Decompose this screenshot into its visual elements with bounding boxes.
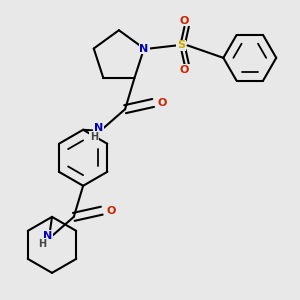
Text: H: H [90,132,98,142]
Text: O: O [106,206,116,216]
Text: N: N [43,230,52,241]
Text: O: O [158,98,167,108]
Text: O: O [180,65,189,75]
Text: O: O [180,16,189,26]
Text: N: N [140,44,149,53]
Text: S: S [177,40,185,50]
Text: N: N [94,123,103,133]
Text: H: H [39,239,47,249]
